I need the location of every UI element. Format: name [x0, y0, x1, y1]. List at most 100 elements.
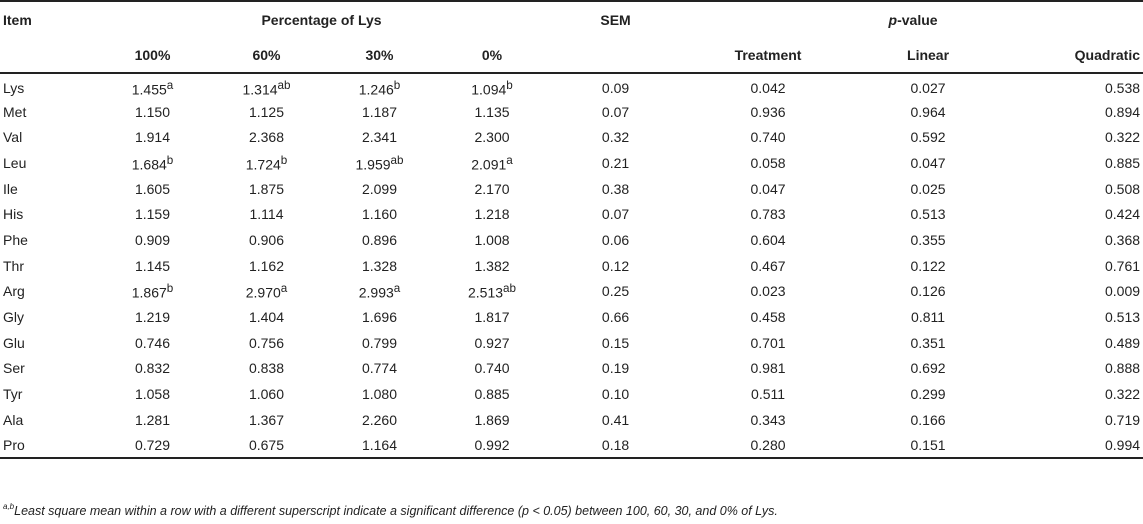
cell-treatment: 0.740	[683, 124, 853, 150]
cell-60: 1.060	[210, 381, 323, 407]
cell-100-superscript: b	[166, 282, 174, 296]
cell-100-value: 1.150	[134, 103, 171, 120]
cell-0: 1.218	[436, 201, 548, 227]
cell-0-value: 1.817	[474, 309, 510, 326]
cell-30: 2.341	[323, 124, 436, 150]
cell-treatment-value: 0.936	[750, 103, 786, 120]
cell-quadratic: 0.894	[1003, 99, 1143, 125]
cell-30-value: 1.246	[358, 81, 394, 98]
cell-0: 0.992	[436, 432, 549, 460]
cell-linear: 0.811	[853, 304, 1003, 330]
cell-30: 1.246b	[323, 73, 436, 99]
header-row-group: Item Percentage of Lys SEM p-value	[0, 0, 1143, 37]
cell-item-value: Lys	[3, 80, 25, 97]
cell-item-value: Ala	[3, 411, 24, 428]
cell-item: Pro	[0, 432, 95, 460]
cell-sem: 0.06	[548, 227, 683, 253]
table-body: Lys 1.455a 1.314ab 1.246b 1.094b 0.09 0.042 0.0…	[0, 73, 1143, 460]
cell-60-value: 1.404	[248, 309, 285, 326]
cell-linear: 0.047	[853, 150, 1003, 176]
cell-60: 1.404	[210, 304, 323, 330]
cell-linear: 0.166	[853, 407, 1003, 433]
cell-sem-value: 0.41	[601, 411, 630, 428]
cell-100-value: 0.832	[134, 360, 171, 377]
cell-30: 1.187	[323, 99, 436, 125]
header-treatment: Treatment	[683, 37, 854, 74]
cell-linear-value: 0.355	[910, 231, 946, 248]
cell-100-value: 1.605	[134, 180, 171, 197]
table-row: Ser 0.832 0.838 0.774 0.740 0.19 0.981 0.692 0.8…	[0, 356, 1143, 382]
cell-treatment: 0.280	[683, 432, 854, 460]
cell-treatment-value: 0.604	[750, 231, 786, 248]
cell-30-superscript: a	[393, 282, 401, 296]
cell-0-superscript: a	[506, 153, 513, 167]
cell-sem: 0.66	[548, 304, 683, 330]
cell-quadratic-value: 0.424	[1104, 206, 1141, 223]
cell-linear: 0.513	[853, 201, 1003, 227]
cell-100-value: 1.455	[131, 81, 167, 98]
header-item: Item	[0, 0, 95, 37]
cell-0: 1.382	[436, 253, 548, 279]
cell-100-value: 1.914	[134, 129, 171, 146]
table-row: Met 1.150 1.125 1.187 1.135 0.07 0.936 0.964 0.8…	[0, 99, 1143, 125]
cell-30-value: 0.896	[361, 231, 398, 248]
table-row: Tyr 1.058 1.060 1.080 0.885 0.10 0.511 0.299 0.3…	[0, 381, 1143, 407]
cell-item-value: Ile	[3, 180, 18, 197]
cell-treatment: 0.023	[683, 279, 853, 305]
cell-item: Val	[0, 124, 95, 150]
cell-100: 1.219	[95, 304, 210, 330]
header-linear: Linear	[853, 37, 1004, 74]
cell-30: 2.993a	[323, 279, 436, 305]
cell-60-value: 0.675	[248, 436, 285, 453]
cell-quadratic-value: 0.489	[1104, 334, 1141, 351]
cell-treatment: 0.936	[683, 99, 853, 125]
cell-quadratic-value: 0.538	[1104, 80, 1141, 97]
cell-linear-value: 0.592	[910, 129, 946, 146]
cell-item-value: Met	[3, 103, 27, 120]
cell-quadratic: 0.885	[1003, 150, 1143, 176]
cell-100-value: 1.159	[134, 206, 171, 223]
cell-linear: 0.355	[853, 227, 1003, 253]
cell-linear-value: 0.047	[910, 154, 946, 171]
cell-100: 0.832	[95, 356, 210, 382]
cell-item-value: Val	[3, 129, 23, 146]
cell-linear: 0.299	[853, 381, 1003, 407]
cell-0: 1.094b	[436, 73, 548, 99]
table-row: Gly 1.219 1.404 1.696 1.817 0.66 0.458 0.811 0.5…	[0, 304, 1143, 330]
cell-linear-value: 0.351	[910, 334, 946, 351]
cell-100-superscript: b	[166, 153, 174, 167]
cell-30-value: 1.328	[361, 257, 398, 274]
cell-60: 1.367	[210, 407, 323, 433]
header-30: 30%	[323, 37, 436, 74]
cell-0-value: 0.885	[474, 386, 510, 403]
cell-30-value: 1.080	[361, 386, 398, 403]
cell-quadratic-value: 0.994	[1104, 436, 1141, 453]
cell-30: 0.774	[323, 356, 436, 382]
cell-linear: 0.351	[853, 330, 1003, 356]
cell-60: 1.875	[210, 176, 323, 202]
cell-quadratic: 0.994	[1003, 432, 1143, 460]
cell-quadratic: 0.513	[1003, 304, 1143, 330]
cell-30-value: 1.164	[361, 436, 398, 453]
cell-treatment-value: 0.058	[750, 154, 786, 171]
cell-100: 0.746	[95, 330, 210, 356]
cell-100-value: 1.219	[134, 309, 171, 326]
cell-60-value: 1.162	[248, 257, 285, 274]
cell-sem-value: 0.15	[601, 334, 630, 351]
cell-60: 2.368	[210, 124, 323, 150]
cell-linear: 0.692	[853, 356, 1003, 382]
footnote-text: Least square mean within a row with a di…	[14, 504, 778, 518]
cell-sem: 0.38	[548, 176, 683, 202]
cell-quadratic: 0.489	[1003, 330, 1143, 356]
cell-100-value: 1.281	[134, 411, 171, 428]
cell-linear-value: 0.027	[910, 80, 946, 97]
cell-linear-value: 0.126	[910, 283, 946, 300]
header-100: 100%	[95, 37, 210, 74]
cell-linear: 0.592	[853, 124, 1003, 150]
cell-0-value: 1.008	[474, 231, 510, 248]
cell-sem-value: 0.10	[601, 386, 630, 403]
cell-0-value: 0.927	[474, 334, 510, 351]
cell-quadratic: 0.508	[1003, 176, 1143, 202]
cell-sem-value: 0.21	[601, 154, 630, 171]
